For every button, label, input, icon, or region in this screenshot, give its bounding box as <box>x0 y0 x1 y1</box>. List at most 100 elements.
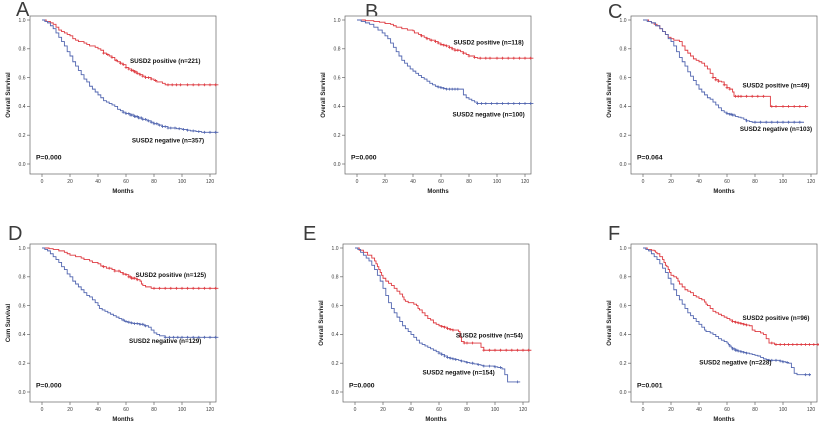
p-value-label: P=0.000 <box>36 155 62 162</box>
x-tick-label: 100 <box>493 179 502 185</box>
censor-marks <box>728 344 811 377</box>
y-tick-label: 0.0 <box>334 162 341 168</box>
y-tick-label: 0.6 <box>332 303 339 309</box>
y-tick-label: 0.8 <box>620 47 627 53</box>
x-tick-label: 120 <box>206 407 215 413</box>
series-label: SUSD2 positive (n=96) <box>742 315 809 322</box>
censor-marks <box>102 51 217 87</box>
x-axis-title: Months <box>112 189 134 195</box>
x-tick-label: 20 <box>380 407 386 413</box>
km-panel-b: B 0 20 40 60 80 100 120 0.0 0.2 0.4 0.6 0.8 1.0 Overa… <box>273 0 546 216</box>
km-chart-e: 0 20 40 60 80 100 120 0.0 0.2 0.4 0.6 0.8 1.0 Overall… <box>319 243 532 423</box>
y-tick-label: 0.4 <box>334 104 341 110</box>
x-tick-label: 100 <box>779 179 788 185</box>
p-value-label: P=0.000 <box>349 383 375 390</box>
km-panel-d: D 0 20 40 60 80 100 120 0.0 0.2 0.4 0.6 0.8 1.0 Cum S… <box>0 216 273 432</box>
y-tick-label: 0.6 <box>620 75 627 81</box>
x-axis-title: Months <box>427 189 449 195</box>
x-tick-label: 80 <box>151 179 157 185</box>
x-tick-label: 40 <box>95 179 101 185</box>
km-chart-c: 0 20 40 60 80 100 120 0.0 0.2 0.4 0.6 0.8 1.0 Overall… <box>607 15 818 195</box>
y-tick-label: 0.4 <box>19 332 26 338</box>
censor-marks <box>725 112 802 124</box>
x-tick-label: 100 <box>779 407 788 413</box>
km-panel-e: E 0 20 40 60 80 100 120 0.0 0.2 0.4 0.6 0.8 1.0 Overa… <box>273 216 546 432</box>
x-tick-label: 80 <box>752 407 758 413</box>
x-tick-label: 100 <box>178 407 187 413</box>
x-tick-label: 0 <box>356 179 359 185</box>
y-tick-label: 0.2 <box>19 133 26 139</box>
y-tick-label: 1.0 <box>332 246 339 252</box>
km-chart-f: 0 20 40 60 80 100 120 0.0 0.2 0.4 0.6 0.8 1.0 Overall… <box>607 243 819 423</box>
y-tick-label: 1.0 <box>19 246 26 252</box>
y-tick-label: 0.4 <box>19 104 26 110</box>
x-tick-label: 20 <box>67 179 73 185</box>
y-tick-label: 0.2 <box>334 133 341 139</box>
x-tick-label: 80 <box>464 407 470 413</box>
plot-border <box>29 243 217 403</box>
x-tick-label: 120 <box>206 179 215 185</box>
km-chart-a: 0 20 40 60 80 100 120 0.0 0.2 0.4 0.6 0.8 1.0 Overall… <box>6 15 219 195</box>
y-tick-label: 0.0 <box>332 390 339 396</box>
series-label: SUSD2 positive (n=54) <box>456 332 523 339</box>
y-tick-label: 0.0 <box>19 162 26 168</box>
series-label: SUSD2 positive (n=125) <box>136 272 207 279</box>
plot-border <box>630 243 818 403</box>
x-tick-label: 0 <box>41 407 44 413</box>
y-axis-title: Overall Survival <box>6 72 12 118</box>
x-tick-label: 100 <box>178 179 187 185</box>
x-axis-title: Months <box>425 417 447 423</box>
x-tick-label: 40 <box>410 179 416 185</box>
y-axis-title: Cum Survival <box>6 304 12 343</box>
y-tick-label: 0.2 <box>620 361 627 367</box>
y-tick-label: 0.4 <box>332 332 339 338</box>
x-tick-label: 80 <box>466 179 472 185</box>
x-tick-label: 40 <box>696 179 702 185</box>
km-panel-a: A 0 20 40 60 80 100 120 0.0 0.2 0.4 0.6 0.8 1.0 Overa… <box>0 0 273 216</box>
panel-letter-f: F <box>608 223 621 245</box>
censor-marks <box>711 76 807 108</box>
x-tick-label: 40 <box>408 407 414 413</box>
y-tick-label: 0.2 <box>620 133 627 139</box>
series-label: SUSD2 negative (n=100) <box>452 111 524 118</box>
series-label: SUSD2 positive (n=221) <box>130 58 201 65</box>
x-axis-title: Months <box>112 417 134 423</box>
x-tick-label: 0 <box>642 179 645 185</box>
x-tick-label: 60 <box>123 179 129 185</box>
y-tick-label: 0.8 <box>332 275 339 281</box>
series-label: SUSD2 negative (n=103) <box>740 126 812 133</box>
p-value-label: P=0.001 <box>637 383 663 390</box>
panel-letter-d: D <box>8 223 23 245</box>
y-tick-label: 0.4 <box>620 332 627 338</box>
y-axis-title: Overall Survival <box>319 300 325 346</box>
survival-curve <box>643 247 811 376</box>
y-axis-title: Overall Survival <box>607 72 613 118</box>
x-axis-title: Months <box>713 189 735 195</box>
x-tick-label: 60 <box>436 407 442 413</box>
x-tick-label: 80 <box>752 179 758 185</box>
censor-marks <box>436 85 532 105</box>
x-tick-label: 20 <box>668 407 674 413</box>
y-tick-label: 0.2 <box>332 361 339 367</box>
survival-curve <box>643 19 804 123</box>
series-label: SUSD2 positive (n=49) <box>742 83 809 90</box>
censor-marks <box>420 34 532 60</box>
survival-curve <box>355 247 521 383</box>
p-value-label: P=0.000 <box>351 155 377 162</box>
y-tick-label: 0.6 <box>620 303 627 309</box>
censor-marks <box>121 110 217 134</box>
survival-curve <box>357 19 534 104</box>
y-tick-label: 0.0 <box>620 390 627 396</box>
series-label: SUSD2 negative (n=129) <box>129 338 201 345</box>
p-value-label: P=0.064 <box>637 155 663 162</box>
y-tick-label: 1.0 <box>334 18 341 24</box>
x-tick-label: 60 <box>724 407 730 413</box>
y-tick-label: 0.6 <box>19 75 26 81</box>
censor-marks <box>440 325 530 352</box>
y-axis-title: Overall Survival <box>607 300 613 346</box>
censor-marks <box>731 320 819 346</box>
y-tick-label: 1.0 <box>620 246 627 252</box>
panel-letter-e: E <box>303 223 317 245</box>
km-chart-d: 0 20 40 60 80 100 120 0.0 0.2 0.4 0.6 0.8 1.0 Cum Sur… <box>6 243 219 423</box>
